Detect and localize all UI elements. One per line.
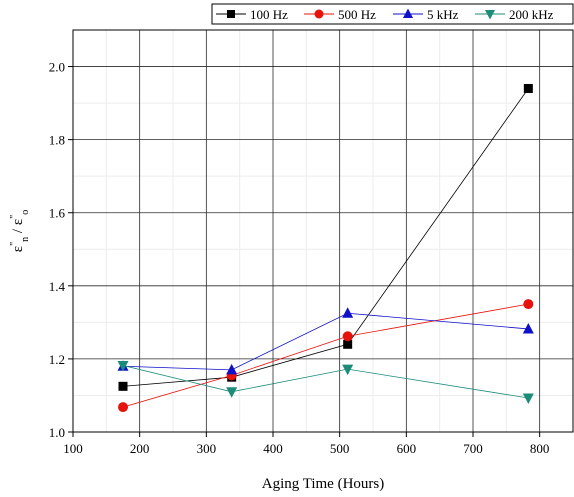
y-axis-ticks: 1.0 1.2 1.4 1.6 1.8 2.0 (49, 60, 73, 440)
x-tick-label: 600 (397, 441, 417, 456)
y-label-double-prime-1: " (9, 242, 20, 246)
data-point (117, 360, 129, 372)
y-tick-label: 1.0 (49, 425, 65, 440)
series-line (122, 312, 529, 371)
x-tick-label: 400 (263, 441, 283, 456)
legend: 100 Hz 500 Hz 5 kHz 200 kHz (211, 3, 574, 25)
legend-label: 200 kHz (509, 7, 554, 22)
legend-marker (485, 10, 495, 20)
y-tick-label: 1.2 (49, 352, 65, 367)
y-label-epsilon-2: ε (10, 219, 26, 225)
data-point (118, 402, 128, 413)
legend-label: 5 kHz (427, 7, 459, 22)
data-point (343, 339, 353, 349)
series-200-khz (117, 360, 534, 405)
data-point (522, 322, 534, 334)
x-tick-label: 300 (197, 441, 217, 456)
x-axis-label: Aging Time (Hours) (262, 476, 385, 492)
legend-entry: 100 Hz (216, 7, 288, 22)
series-line (122, 303, 529, 408)
series-5-khz (117, 307, 534, 375)
y-label-sub-o: o (20, 210, 31, 215)
y-label-double-prime-2: " (9, 215, 20, 219)
legend-label: 500 Hz (338, 7, 376, 22)
y-tick-label: 1.6 (49, 206, 66, 221)
x-tick-label: 200 (130, 441, 150, 456)
x-axis-ticks: 100 200 300 400 500 600 700 800 (63, 432, 549, 456)
data-point (118, 381, 128, 391)
y-label-sub-n: n (20, 237, 31, 242)
y-tick-label: 1.8 (49, 133, 65, 148)
legend-marker (403, 8, 413, 18)
y-axis-label: ε"n / ε"o (9, 210, 31, 252)
legend-label: 100 Hz (250, 7, 288, 22)
y-tick-label: 2.0 (49, 60, 65, 75)
x-tick-label: 100 (63, 441, 83, 456)
legend-entry: 5 kHz (393, 7, 459, 22)
data-point (342, 307, 354, 318)
legend-marker (227, 10, 235, 18)
series-line (122, 365, 529, 399)
data-point (522, 393, 534, 405)
data-point (523, 299, 534, 310)
y-tick-label: 1.4 (49, 279, 66, 294)
x-tick-label: 500 (330, 441, 350, 456)
legend-entry: 200 kHz (475, 7, 554, 22)
data-point (226, 363, 238, 375)
data-point (342, 331, 353, 342)
data-point (226, 387, 238, 398)
x-tick-label: 800 (530, 441, 550, 456)
plot-frame (72, 29, 574, 433)
series-line (122, 88, 529, 387)
legend-box (211, 3, 574, 25)
legend-marker (314, 9, 324, 19)
series-layer (117, 83, 534, 413)
series-100-hz (118, 83, 533, 391)
y-label-epsilon-1: ε (10, 246, 26, 252)
data-point (342, 364, 354, 376)
x-tick-label: 700 (463, 441, 483, 456)
legend-entry: 500 Hz (304, 7, 376, 22)
y-label-separator: / (10, 225, 26, 237)
data-point (523, 83, 533, 93)
